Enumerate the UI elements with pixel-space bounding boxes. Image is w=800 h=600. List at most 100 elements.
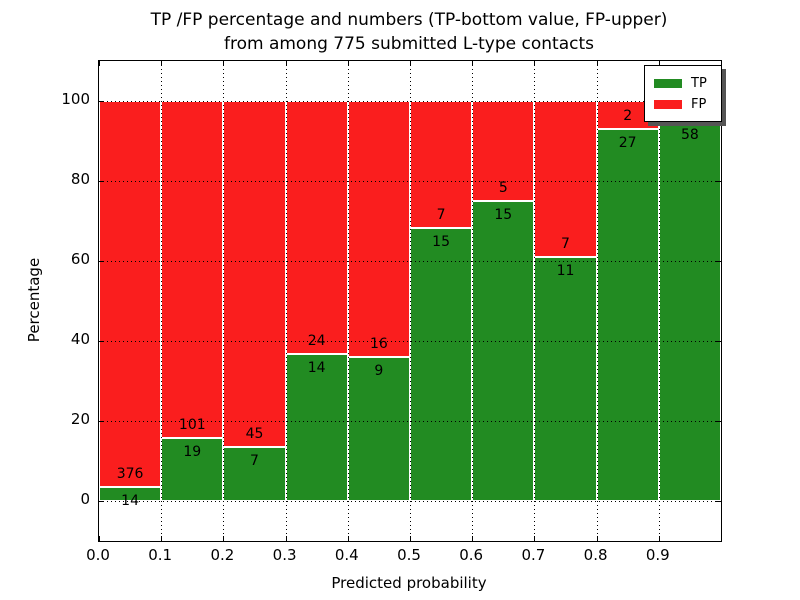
plot-area: 376 14 101 19 45 7 24 14 16 9 7 15 5 15 7 11 2 27 58 (98, 60, 722, 542)
bar-tp-count-label: 15 (494, 207, 513, 223)
x-tick-mark (99, 536, 100, 541)
bar-fp-segment (99, 101, 162, 487)
x-tick-label: 0.5 (397, 546, 421, 564)
x-tick-label: 0.7 (521, 546, 546, 564)
y-tick-label: 0 (80, 490, 90, 508)
x-tick-mark-top (99, 61, 100, 66)
legend-swatch-fp (654, 100, 682, 109)
bar-tp-count-label: 7 (250, 453, 259, 469)
bar-fp-count-label: 2 (623, 107, 633, 124)
y-tick-mark-right (716, 181, 721, 182)
x-tick-mark-top (658, 61, 660, 66)
gridline-vertical (161, 61, 163, 541)
x-tick-mark-top (347, 61, 349, 66)
bar-tp-count-label: 27 (618, 134, 637, 151)
x-tick-mark-top (285, 61, 287, 66)
chart-title: TP /FP percentage and numbers (TP-bottom… (98, 8, 720, 56)
gridline-vertical (596, 61, 598, 541)
y-tick-mark (99, 501, 104, 502)
y-tick-mark (99, 181, 104, 182)
bar-tp-segment (410, 228, 473, 501)
y-tick-mark-right (716, 501, 721, 502)
x-tick-mark (410, 536, 411, 541)
legend-swatch-tp (654, 79, 682, 88)
x-tick-mark (285, 536, 287, 541)
chart-title-line2: from among 775 submitted L-type contacts (223, 34, 594, 54)
gridline-vertical (285, 61, 287, 541)
x-tick-label: 0.3 (272, 546, 297, 564)
bar-tp-segment (347, 357, 410, 501)
y-tick-mark-right (716, 421, 721, 422)
gridline-vertical (534, 61, 536, 541)
y-tick-mark-right (716, 261, 721, 262)
bar-tp-segment (658, 120, 721, 501)
bar-tp-count-label: 58 (680, 126, 699, 143)
x-tick-mark (472, 536, 474, 541)
gridline-horizontal (99, 501, 721, 502)
x-tick-mark (534, 536, 536, 541)
bar-tp-count-label: 19 (183, 443, 202, 460)
gridline-horizontal (99, 101, 721, 102)
bar-fp-count-label: 7 (436, 207, 446, 224)
y-tick-label: 20 (70, 410, 90, 428)
legend-label: FP (691, 97, 707, 112)
x-tick-label: 0.4 (334, 546, 359, 564)
gridline-vertical (223, 61, 225, 541)
x-axis-label: Predicted probability (331, 574, 487, 592)
x-tick-label: 0.8 (583, 546, 608, 564)
bar-tp-segment (223, 447, 286, 501)
x-tick-label: 0.6 (459, 546, 484, 564)
y-tick-label: 60 (70, 250, 90, 268)
legend-item-fp: FP (654, 94, 713, 115)
gridline-vertical (410, 61, 411, 541)
bar-tp-segment (161, 437, 224, 501)
gridline-horizontal (99, 421, 721, 422)
x-tick-mark (347, 536, 349, 541)
x-tick-mark-top (223, 61, 225, 66)
bar-fp-segment (285, 101, 348, 354)
x-tick-label: 0.9 (645, 546, 670, 564)
x-tick-mark (223, 536, 225, 541)
bar-fp-count-label: 24 (307, 332, 326, 349)
bar-fp-count-label: 101 (178, 416, 206, 433)
x-tick-mark (596, 536, 598, 541)
gridline-vertical (472, 61, 474, 541)
bar-tp-segment (534, 256, 597, 501)
gridline-horizontal (99, 181, 721, 182)
bar-tp-count-label: 14 (121, 492, 140, 509)
bar-fp-count-label: 16 (369, 336, 388, 352)
legend-label: TP (691, 76, 707, 91)
bar-fp-count-label: 45 (245, 426, 264, 442)
legend-item-tp: TP (654, 73, 713, 94)
x-tick-mark-top (596, 61, 598, 66)
bar-tp-segment (99, 486, 162, 501)
bar-tp-count-label: 11 (556, 262, 575, 279)
y-tick-label: 40 (70, 330, 90, 348)
bar-tp-count-label: 14 (307, 359, 326, 376)
legend: TP FP (644, 65, 722, 122)
y-tick-mark-right (716, 341, 721, 342)
x-tick-mark-top (410, 61, 411, 66)
bar-fp-count-label: 376 (116, 465, 144, 482)
bar-fp-segment (161, 101, 224, 438)
gridline-horizontal (99, 261, 721, 262)
chart-title-line1: TP /FP percentage and numbers (TP-bottom… (150, 10, 668, 30)
gridline-horizontal (99, 341, 721, 342)
y-tick-mark (99, 261, 104, 262)
bar-tp-count-label: 9 (374, 363, 384, 379)
bar-fp-segment (347, 101, 410, 357)
bar-fp-count-label: 7 (561, 235, 570, 252)
gridline-vertical (347, 61, 349, 541)
bar-fp-segment (534, 101, 597, 257)
x-tick-label: 0.1 (148, 546, 173, 564)
y-tick-label: 100 (61, 90, 90, 108)
bar-fp-segment (223, 101, 286, 447)
bar-fp-count-label: 5 (498, 180, 508, 196)
y-tick-mark (99, 421, 104, 422)
bar-tp-segment (472, 201, 535, 501)
bar-tp-count-label: 15 (432, 234, 451, 251)
bar-tp-segment (596, 128, 659, 501)
x-tick-label: 0.2 (210, 546, 235, 564)
x-tick-mark (161, 536, 163, 541)
y-tick-mark (99, 101, 104, 102)
